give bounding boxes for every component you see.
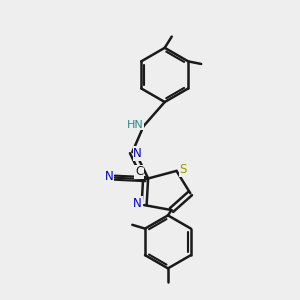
Text: N: N	[105, 170, 114, 183]
Text: S: S	[179, 163, 187, 176]
Text: C: C	[135, 165, 143, 178]
Text: N: N	[133, 197, 142, 210]
Text: HN: HN	[127, 120, 144, 130]
Text: N: N	[133, 147, 142, 160]
